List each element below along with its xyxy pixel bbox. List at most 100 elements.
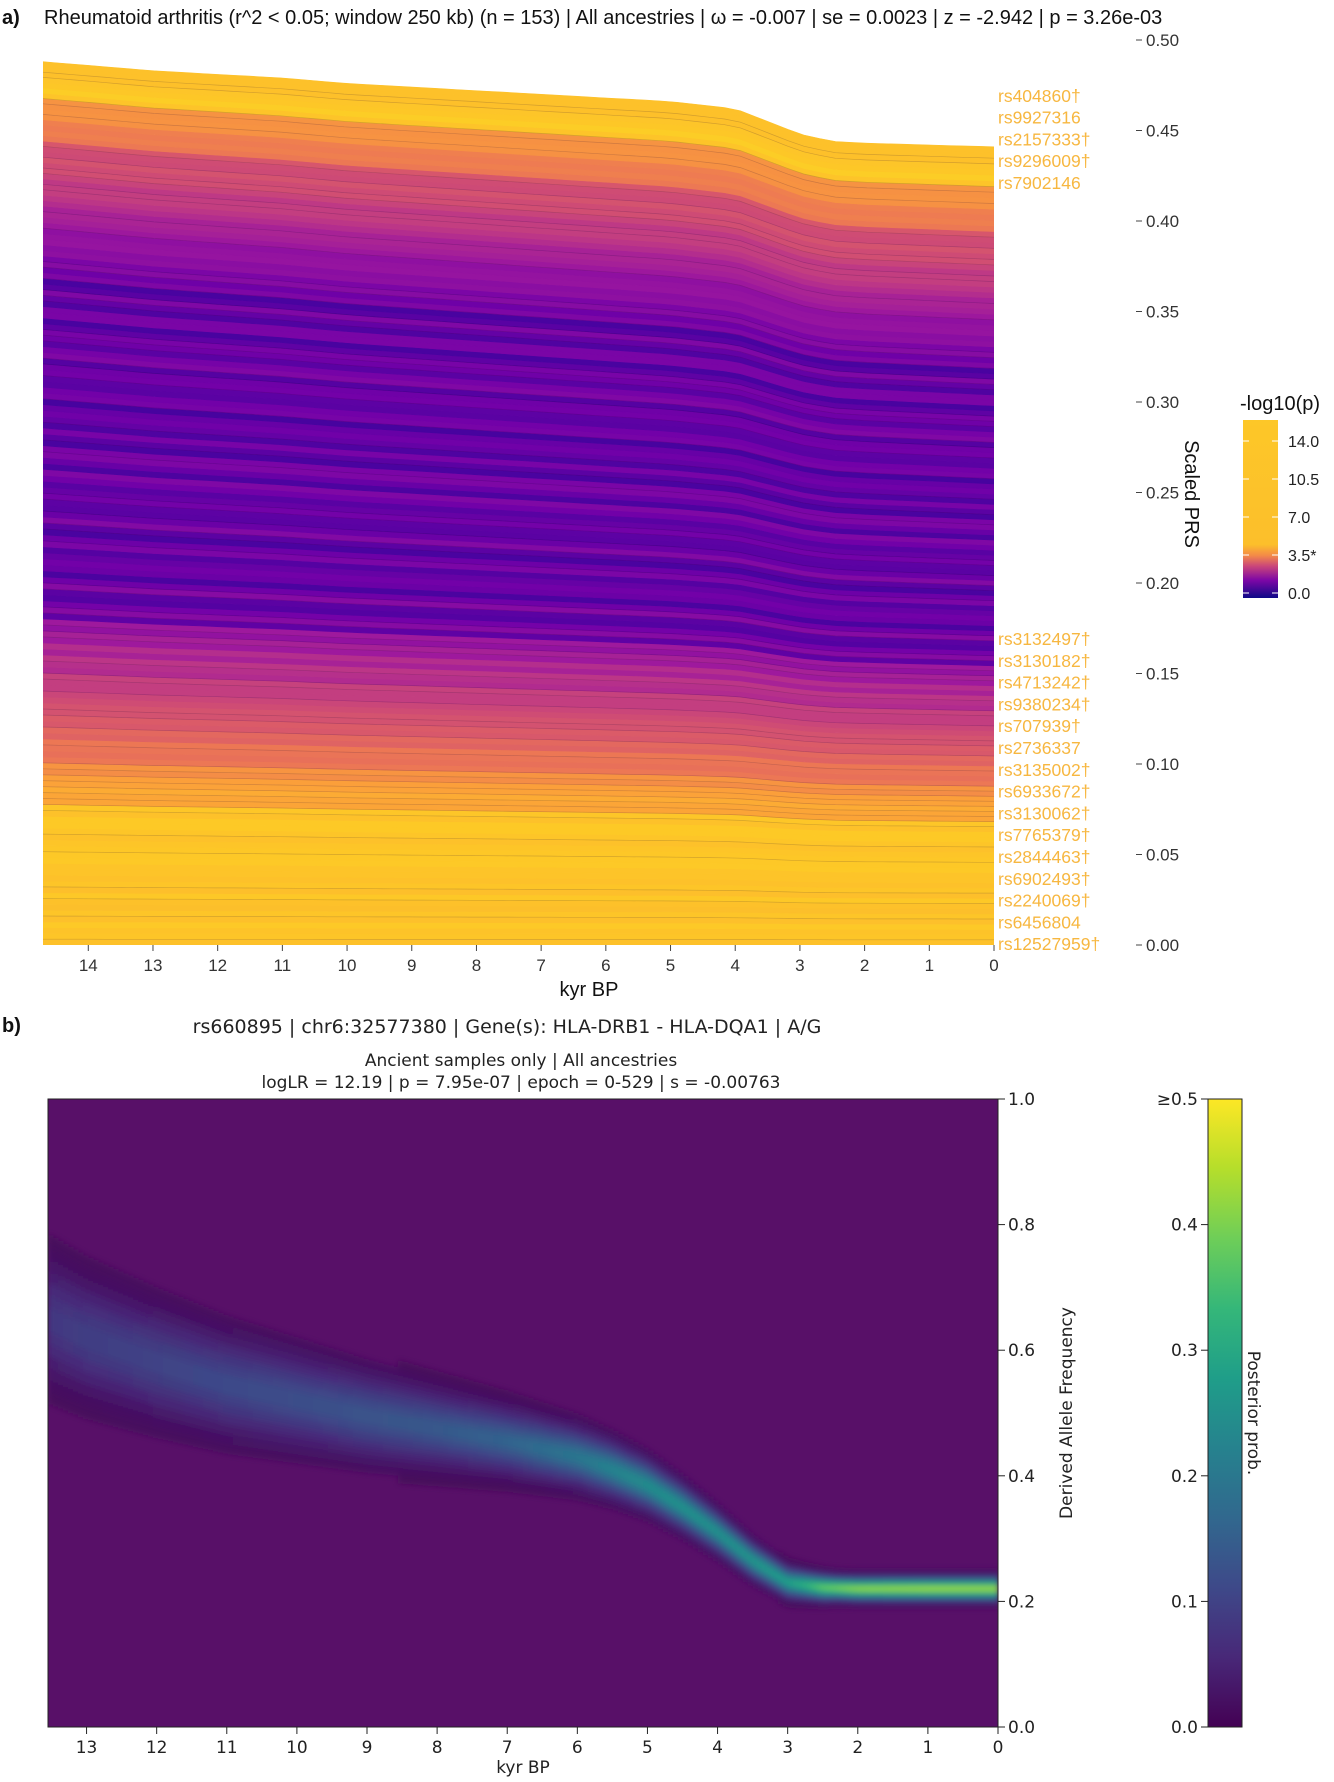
prs-layer-boundary (43, 938, 994, 941)
heatmap-cell (883, 1586, 889, 1592)
heatmap-cell (68, 1329, 74, 1331)
heatmap-cell (318, 1405, 324, 1407)
x-tick-label: 2 (860, 956, 869, 975)
heatmap-cell (443, 1430, 449, 1431)
heatmap-cell (268, 1394, 274, 1396)
prs-layer-boundary (43, 340, 994, 428)
heatmap-cell (798, 1584, 804, 1585)
panel-a-prs-stream-chart: a) Rheumatoid arthritis (r^2 < 0.05; win… (2, 7, 1320, 1001)
heatmap-cell (283, 1397, 289, 1399)
heatmap-cell (953, 1586, 959, 1592)
x-tick-label: 10 (338, 956, 357, 975)
prs-layer-boundary (43, 167, 994, 260)
x-tick-label: 13 (76, 1738, 98, 1758)
prs-layer-boundary (43, 678, 994, 717)
heatmap-cell (908, 1588, 914, 1590)
heatmap-cell (428, 1420, 434, 1435)
x-tick-label: 0 (993, 1738, 1004, 1758)
prs-layer-boundary (43, 357, 994, 443)
heatmap-cell (878, 1586, 884, 1592)
heatmap-cell (733, 1546, 739, 1548)
heatmap-cell (608, 1468, 614, 1470)
heatmap-cell (458, 1425, 464, 1440)
heatmap-cell (873, 1586, 879, 1592)
heatmap-cell (738, 1550, 744, 1552)
legend-label: 14.0 (1288, 434, 1319, 451)
y-tick-label: 1.0 (1008, 1090, 1035, 1110)
heatmap-cell (803, 1585, 809, 1586)
heatmap-cell (573, 1456, 579, 1458)
heatmap-cell (323, 1398, 329, 1416)
heatmap-cell (123, 1351, 129, 1353)
heatmap-cell (968, 1588, 974, 1590)
heatmap-cell (503, 1440, 509, 1442)
heatmap-cell (618, 1468, 624, 1479)
heatmap-cell (283, 1388, 289, 1408)
heatmap-cell (753, 1562, 759, 1563)
prs-layer-boundary (43, 439, 994, 516)
y-tick-label: 0.10 (1146, 755, 1179, 774)
prs-layer-boundary (43, 792, 994, 812)
prs-layer-boundary (43, 146, 994, 238)
y-tick-label: 0.6 (1008, 1341, 1035, 1361)
heatmap-cell (573, 1451, 579, 1463)
heatmap-cell (98, 1342, 104, 1344)
bottom-snp-labels: rs3132497†rs3130182†rs4713242†rs9380234†… (998, 629, 1100, 954)
heatmap-cell (773, 1574, 779, 1576)
heatmap-cell (358, 1414, 364, 1416)
heatmap-cell (823, 1587, 829, 1589)
heatmap-cell (743, 1551, 749, 1559)
y-tick-label: 0.15 (1146, 665, 1179, 684)
heatmap-cell (453, 1431, 459, 1433)
heatmap-cell (558, 1453, 564, 1454)
prs-layer-boundary (43, 833, 994, 848)
snp-label: rs2844463† (998, 847, 1090, 867)
colorbar-tick-label: 0.1 (1171, 1592, 1198, 1612)
x-tick-label: 1 (922, 1738, 933, 1758)
heatmap-cell (688, 1508, 694, 1517)
snp-label: rs7765379† (998, 825, 1090, 845)
heatmap-cell (408, 1416, 414, 1432)
heatmap-cell (103, 1333, 109, 1356)
heatmap-cell (838, 1586, 844, 1591)
heatmap-cell (613, 1470, 619, 1472)
heatmap-cell (603, 1461, 609, 1473)
snp-label: rs9380234† (998, 694, 1090, 714)
heatmap-cell (213, 1381, 219, 1382)
heatmap-cell (103, 1344, 109, 1345)
y-tick-label: 0.45 (1146, 122, 1179, 141)
prs-layer-boundary (43, 329, 994, 417)
panel-a-x-axis-label: kyr BP (560, 979, 619, 1001)
top-snp-labels: rs404860†rs9927316rs2157333†rs9296009†rs… (998, 86, 1090, 193)
heatmap-cell (313, 1404, 319, 1406)
heatmap-cell (683, 1509, 689, 1510)
heatmap-cell (133, 1355, 139, 1356)
heatmap-cell (763, 1565, 769, 1572)
heatmap-cell (598, 1460, 604, 1471)
heatmap-cell (93, 1340, 99, 1342)
heatmap-cell (178, 1359, 184, 1381)
heatmap-cell (258, 1382, 264, 1402)
heatmap-cell (768, 1571, 774, 1573)
heatmap-cell (563, 1448, 569, 1460)
heatmap-cell (928, 1586, 934, 1592)
snp-label: rs2240069† (998, 891, 1090, 911)
heatmap-cell (73, 1320, 79, 1345)
heatmap-cell (198, 1366, 204, 1387)
heatmap-cell (868, 1588, 874, 1590)
heatmap-cell (48, 1320, 54, 1321)
x-tick-label: 10 (286, 1738, 308, 1758)
snp-label: rs404860† (998, 86, 1081, 106)
heatmap-cell (58, 1312, 64, 1337)
heatmap-cell (383, 1419, 389, 1420)
colorbar-tick-label: 0.2 (1171, 1467, 1198, 1487)
snp-label: rs7902146 (998, 173, 1081, 193)
heatmap-cell (863, 1588, 869, 1590)
x-tick-label: 6 (601, 956, 610, 975)
panel-b-trajectory-heatmap: b) rs660895 | chr6:32577380 | Gene(s): H… (2, 1015, 1263, 1778)
heatmap-cell (693, 1516, 699, 1518)
heatmap-cell (948, 1588, 954, 1590)
heatmap-cell (308, 1394, 314, 1413)
prs-layer-boundary (43, 98, 994, 187)
